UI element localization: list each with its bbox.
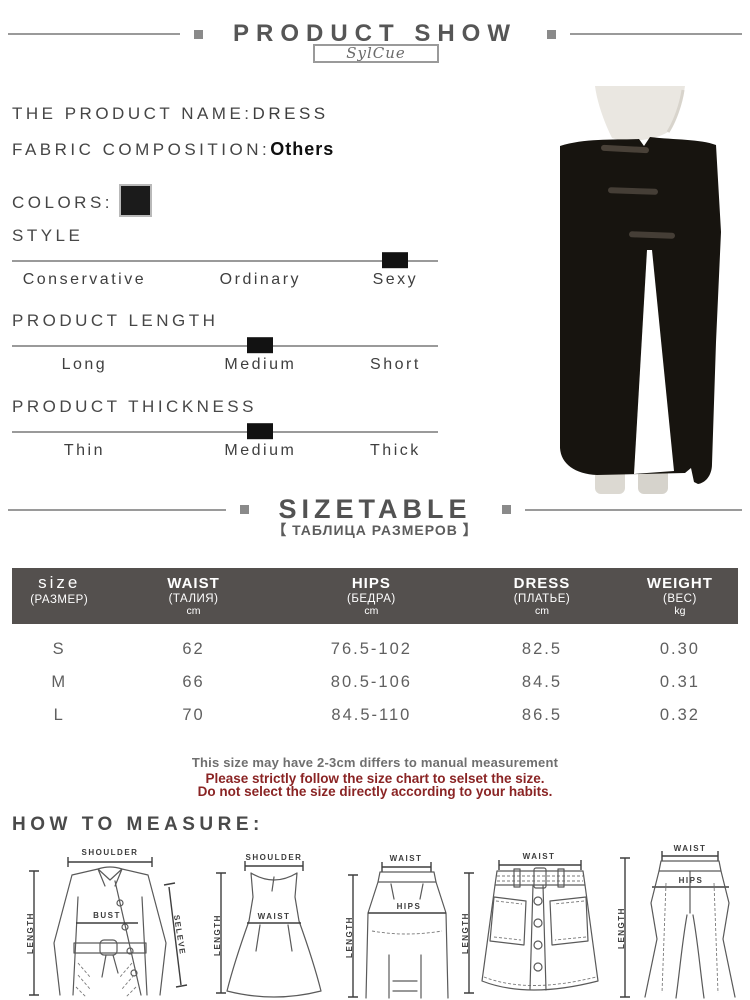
svg-text:SHOULDER: SHOULDER bbox=[246, 853, 303, 862]
svg-text:HIPS: HIPS bbox=[679, 876, 704, 885]
option-label: Thick bbox=[370, 442, 421, 459]
col-size: size (РАЗМЕР) bbox=[30, 573, 89, 606]
how-to-measure-title: HOW TO MEASURE: bbox=[12, 814, 264, 835]
skirt-slit bbox=[634, 250, 674, 474]
square-bullet-icon bbox=[239, 505, 249, 514]
attribute-scale-line bbox=[12, 423, 438, 440]
svg-text:LENGTH: LENGTH bbox=[461, 912, 470, 954]
option-label: Sexy bbox=[372, 271, 419, 288]
fabric-value: Others bbox=[270, 139, 335, 159]
divider-line bbox=[8, 508, 226, 511]
page-title: PRODUCT SHOW bbox=[233, 20, 517, 47]
sizetable-subtitle: 【 ТАБЛИЦА РАЗМЕРОВ 】 bbox=[272, 522, 478, 538]
svg-text:SELEVE: SELEVE bbox=[172, 914, 187, 955]
table-row: M 66 80.5-106 84.5 0.31 bbox=[51, 673, 700, 691]
col-waist: WAIST (ТАЛИЯ) cm bbox=[167, 574, 220, 617]
svg-text:LENGTH: LENGTH bbox=[213, 914, 222, 956]
product-name-row: THE PRODUCT NAME:DRESS bbox=[12, 104, 329, 124]
option-label: Conservative bbox=[22, 271, 147, 288]
selected-marker bbox=[247, 337, 274, 354]
svg-text:SHOULDER: SHOULDER bbox=[82, 848, 139, 857]
measure-diagram-flare-pants: WAIST LENGTH HIPS bbox=[616, 843, 744, 1000]
color-swatch-black bbox=[119, 184, 153, 217]
square-bullet-icon bbox=[501, 505, 511, 514]
attribute-title: PRODUCT THICKNESS bbox=[12, 397, 257, 416]
attribute-thickness: PRODUCT THICKNESS Thin Medium Thick bbox=[12, 397, 438, 464]
svg-text:LENGTH: LENGTH bbox=[617, 907, 626, 949]
table-row: L 70 84.5-110 86.5 0.32 bbox=[53, 706, 700, 724]
option-label: Medium bbox=[224, 356, 297, 373]
attribute-title: PRODUCT LENGTH bbox=[12, 311, 219, 330]
divider-line bbox=[524, 508, 742, 511]
size-table: size (РАЗМЕР) WAIST (ТАЛИЯ) cm HIPS (БЕД… bbox=[12, 568, 738, 732]
option-label: Ordinary bbox=[219, 271, 302, 288]
svg-text:HIPS: HIPS bbox=[397, 902, 422, 911]
size-table-head: size (РАЗМЕР) WAIST (ТАЛИЯ) cm HIPS (БЕД… bbox=[12, 568, 738, 624]
measure-diagram-coat: SHOULDER LENGTH BUST bbox=[20, 845, 202, 1000]
measurement-note: This size may have 2-3cm differs to manu… bbox=[191, 755, 559, 770]
divider-line bbox=[8, 33, 180, 35]
divider-line bbox=[570, 33, 742, 35]
col-hips: HIPS (БЕДРА) cm bbox=[346, 574, 396, 617]
sizetable-header: SIZETABLE bbox=[0, 494, 750, 525]
attribute-options: Thin Medium Thick bbox=[12, 442, 438, 464]
fabric-label: FABRIC COMPOSITION: bbox=[12, 140, 271, 159]
table-row: S 62 76.5-102 82.5 0.30 bbox=[52, 640, 700, 658]
option-label: Medium bbox=[224, 442, 297, 459]
attribute-scale-line bbox=[12, 337, 438, 354]
svg-text:WAIST: WAIST bbox=[258, 912, 291, 921]
option-label: Thin bbox=[63, 442, 105, 459]
svg-text:LENGTH: LENGTH bbox=[346, 916, 354, 958]
attribute-style: STYLE Conservative Ordinary Sexy bbox=[12, 226, 438, 293]
fabric-row: FABRIC COMPOSITION:Others bbox=[12, 139, 334, 160]
svg-text:WAIST: WAIST bbox=[390, 854, 423, 863]
option-label: Short bbox=[370, 356, 421, 373]
square-bullet-icon bbox=[194, 29, 203, 39]
svg-text:WAIST: WAIST bbox=[674, 844, 707, 853]
product-name-label: THE PRODUCT NAME: bbox=[12, 104, 253, 123]
attribute-options: Conservative Ordinary Sexy bbox=[12, 271, 438, 293]
colors-label: COLORS: bbox=[12, 192, 114, 212]
svg-text:WAIST: WAIST bbox=[523, 852, 556, 861]
attribute-length: PRODUCT LENGTH Long Medium Short bbox=[12, 311, 438, 378]
skirt-closures bbox=[601, 144, 675, 239]
size-table-body: S 62 76.5-102 82.5 0.30 M 66 80.5-106 84… bbox=[12, 624, 738, 732]
attribute-title: STYLE bbox=[12, 226, 84, 245]
skirt bbox=[560, 137, 721, 484]
option-label: Long bbox=[61, 356, 108, 373]
attribute-scale-line bbox=[12, 252, 438, 269]
size-warning-2: Do not select the size directly accordin… bbox=[197, 784, 553, 799]
mannequin-torso bbox=[595, 86, 685, 141]
product-name-value: DRESS bbox=[252, 104, 329, 123]
col-dress: DRESS (ПЛАТЬЕ) cm bbox=[513, 574, 571, 617]
colors-row: COLORS: bbox=[12, 184, 153, 219]
attribute-options: Long Medium Short bbox=[12, 356, 438, 378]
measure-diagram-denim-skirt: WAIST LENGTH bbox=[458, 849, 608, 1000]
mannequin-shading bbox=[666, 89, 685, 133]
svg-text:BUST: BUST bbox=[93, 911, 121, 920]
brand-name: SylCue bbox=[346, 44, 406, 62]
selected-marker bbox=[382, 252, 409, 269]
square-bullet-icon bbox=[547, 29, 556, 39]
size-warning-1: Please strictly follow the size chart to… bbox=[205, 771, 545, 786]
measure-diagram-pencil-skirt: WAIST LENGTH HIPS bbox=[346, 851, 452, 1000]
sizetable-title: SIZETABLE bbox=[278, 494, 472, 524]
measure-diagram-dress: SHOULDER LENGTH WAIST bbox=[212, 851, 336, 1000]
col-weight: WEIGHT (ВЕС) kg bbox=[646, 574, 713, 617]
page-header: PRODUCT SHOW bbox=[0, 20, 750, 48]
brand-badge: SylCue bbox=[313, 44, 439, 63]
svg-text:LENGTH: LENGTH bbox=[26, 912, 35, 954]
product-photo bbox=[560, 86, 721, 494]
selected-marker bbox=[247, 423, 274, 440]
